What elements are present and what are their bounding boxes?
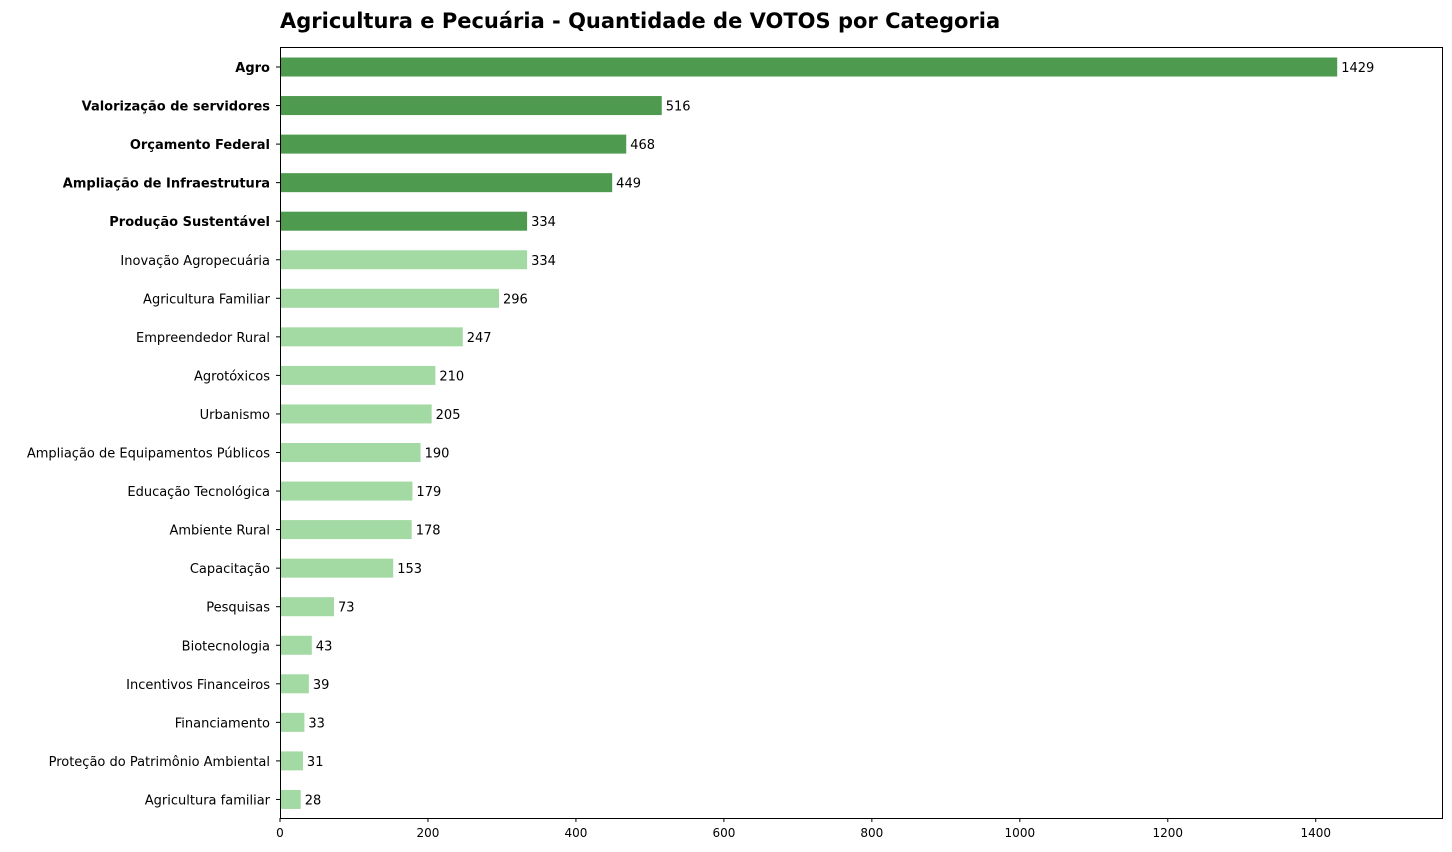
category-label: Agrotóxicos [194, 369, 270, 384]
value-label: 73 [338, 601, 355, 616]
plot-frame [280, 47, 1443, 819]
value-label: 210 [439, 369, 464, 384]
category-label: Biotecnologia [182, 639, 270, 654]
value-label: 334 [531, 215, 556, 230]
x-tick-label: 1000 [1005, 826, 1036, 840]
value-label: 179 [416, 485, 441, 500]
x-tick-label: 200 [417, 826, 440, 840]
category-label: Financiamento [175, 716, 270, 731]
value-labels: 1429 516 468 449 334 334 296 247 210 205 190 179 178… [305, 61, 1375, 808]
bar [280, 250, 528, 270]
category-label: Inovação Agropecuária [120, 254, 270, 269]
bar [280, 520, 412, 540]
category-label: Incentivos Financeiros [126, 678, 270, 693]
x-tick-label: 800 [860, 826, 883, 840]
category-label: Orçamento Federal [130, 138, 270, 153]
value-label: 247 [467, 331, 492, 346]
bar [280, 481, 413, 501]
value-label: 28 [305, 793, 322, 808]
bar [280, 789, 301, 809]
bar [280, 597, 335, 617]
bar [280, 96, 662, 116]
bar [280, 57, 1338, 77]
bars-layer [280, 57, 1338, 809]
bar [280, 404, 432, 424]
value-label: 1429 [1341, 61, 1374, 76]
value-label: 43 [316, 639, 333, 654]
category-label: Proteção do Patrimônio Ambiental [49, 755, 270, 770]
category-label: Capacitação [190, 562, 270, 577]
chart-title: Agricultura e Pecuária - Quantidade de V… [280, 9, 1000, 33]
bar [280, 134, 627, 154]
category-label: Empreendedor Rural [136, 331, 270, 346]
bar [280, 674, 309, 694]
category-label: Educação Tecnológica [127, 485, 270, 500]
value-label: 178 [416, 524, 441, 539]
x-tick-label: 1200 [1153, 826, 1184, 840]
category-label: Agricultura familiar [145, 793, 271, 808]
value-label: 516 [666, 100, 691, 115]
category-labels: Agro Valorização de servidores Orçamento F… [27, 61, 280, 808]
category-label: Ambiente Rural [170, 524, 271, 539]
value-label: 33 [308, 716, 325, 731]
value-label: 334 [531, 254, 556, 269]
x-tick-label: 0 [276, 826, 284, 840]
value-label: 153 [397, 562, 422, 577]
x-tick-label: 400 [564, 826, 587, 840]
x-tick-label: 1400 [1300, 826, 1331, 840]
x-axis: 0 200 400 600 800 1000 1200 1400 [276, 818, 1331, 840]
value-label: 31 [307, 755, 324, 770]
bar [280, 327, 463, 347]
category-label: Pesquisas [206, 601, 270, 616]
value-label: 205 [436, 408, 461, 423]
value-label: 39 [313, 678, 330, 693]
bar [280, 365, 436, 385]
bar [280, 635, 312, 655]
category-label: Valorização de servidores [82, 100, 271, 115]
bar [280, 558, 394, 578]
category-label: Urbanismo [200, 408, 270, 423]
value-label: 296 [503, 292, 528, 307]
bar [280, 751, 303, 771]
x-tick-label: 600 [712, 826, 735, 840]
bar [280, 211, 528, 231]
bar [280, 173, 613, 193]
category-label: Agricultura Familiar [143, 292, 271, 307]
bar [280, 443, 421, 462]
bar [280, 712, 305, 732]
category-label: Ampliação de Infraestrutura [63, 177, 270, 192]
category-label: Ampliação de Equipamentos Públicos [27, 447, 270, 462]
value-label: 449 [616, 177, 641, 192]
category-label: Agro [235, 61, 270, 76]
value-label: 190 [425, 447, 450, 462]
category-label: Produção Sustentável [109, 215, 270, 230]
bar [280, 288, 499, 308]
value-label: 468 [630, 138, 655, 153]
